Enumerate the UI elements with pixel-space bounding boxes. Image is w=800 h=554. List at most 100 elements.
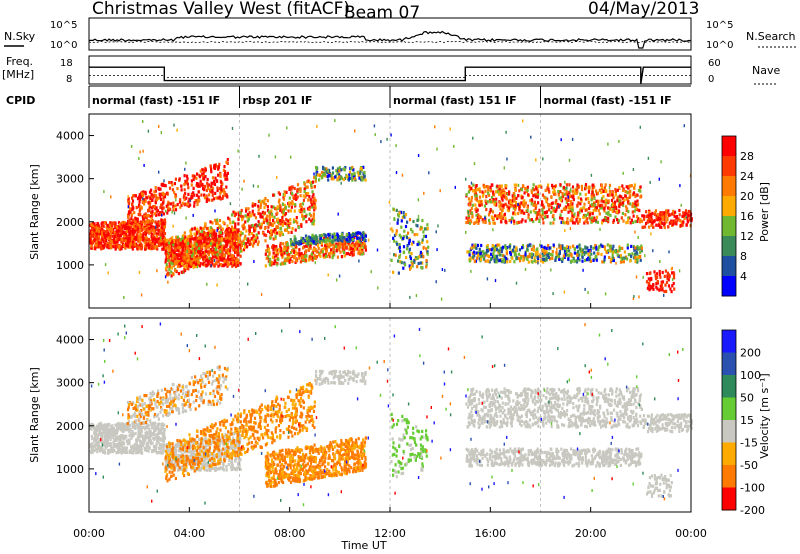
power-cell — [569, 189, 572, 193]
power-cell — [132, 230, 135, 234]
power-cell — [537, 201, 540, 205]
power-cell — [551, 256, 554, 260]
power-cell — [139, 207, 142, 212]
power-cell — [609, 249, 612, 253]
power-cell — [605, 189, 608, 193]
power-cell — [608, 189, 611, 193]
power-cell — [683, 217, 686, 221]
power-cell — [236, 242, 239, 246]
power-cell — [131, 218, 134, 222]
power-cell — [260, 222, 263, 226]
power-cell — [143, 236, 146, 240]
power-cell — [187, 267, 190, 271]
power-cell — [363, 238, 366, 242]
power-cell — [236, 230, 239, 234]
power-cell — [185, 263, 188, 268]
power-cell — [211, 235, 214, 239]
power-cell — [624, 255, 628, 259]
power-cell — [600, 252, 603, 257]
power-cell — [298, 248, 301, 252]
power-cell — [303, 187, 306, 191]
power-cell — [541, 193, 545, 197]
power-cell — [285, 228, 288, 232]
power-cell — [203, 232, 206, 237]
power-cell — [532, 245, 535, 249]
power-cell — [263, 198, 266, 202]
power-cell — [597, 199, 600, 203]
power-cell — [118, 229, 121, 233]
power-cell — [567, 198, 570, 202]
power-cell — [211, 190, 214, 194]
power-cell — [509, 259, 512, 263]
power-cell — [307, 191, 310, 196]
power-cell — [247, 217, 250, 221]
power-cell — [584, 245, 587, 249]
power-cell — [199, 256, 202, 260]
power-cell — [149, 196, 152, 200]
power-cell — [478, 219, 481, 223]
power-cell — [468, 200, 471, 204]
power-cell — [164, 184, 167, 188]
power-cell — [320, 241, 323, 245]
power-cell — [490, 183, 493, 187]
power-cell — [482, 250, 485, 254]
power-cell — [268, 214, 271, 218]
power-cell — [216, 250, 219, 254]
power-cell — [127, 200, 130, 204]
power-cell — [272, 247, 275, 251]
power-cell — [151, 219, 154, 223]
power-cell — [212, 197, 216, 201]
power-cell — [535, 187, 538, 191]
power-cell — [234, 228, 237, 233]
power-cell — [266, 205, 269, 209]
power-cell — [612, 196, 615, 200]
power-cell — [591, 216, 594, 220]
power-cell — [561, 217, 564, 221]
power-cell — [558, 203, 562, 207]
power-cell — [127, 210, 131, 214]
power-cell — [500, 217, 503, 221]
power-cell — [620, 257, 623, 261]
power-cell — [308, 207, 311, 212]
power-cell — [213, 236, 216, 240]
power-cell — [128, 221, 132, 225]
power-cell — [574, 188, 577, 192]
power-cell — [168, 244, 171, 248]
power-cell — [312, 222, 315, 226]
power-cell — [288, 260, 291, 264]
power-cell — [144, 215, 148, 219]
power-cell — [89, 229, 92, 233]
power-cell — [543, 245, 546, 249]
power-cell — [300, 236, 303, 240]
power-cell — [202, 227, 205, 231]
power-cell — [552, 209, 555, 213]
power-cell — [142, 238, 145, 242]
power-cell — [248, 239, 251, 243]
power-cell — [145, 243, 148, 247]
power-cell — [590, 193, 593, 197]
power-cell — [337, 242, 340, 246]
power-cell — [170, 274, 173, 278]
power-cell — [506, 204, 509, 208]
power-cell — [362, 165, 365, 169]
power-cell — [325, 167, 328, 171]
power-cell — [421, 238, 424, 242]
power-cell — [285, 248, 288, 252]
power-cell — [304, 239, 307, 243]
power-cell — [91, 228, 94, 232]
power-cell — [633, 205, 637, 209]
power-cell — [476, 256, 479, 260]
power-cell — [211, 245, 214, 249]
power-cell — [202, 174, 205, 178]
power-cell — [571, 189, 575, 193]
power-cell — [318, 173, 322, 177]
power-cell — [203, 225, 206, 229]
power-cell — [298, 240, 301, 244]
power-cell — [210, 170, 213, 174]
power-cell — [105, 230, 108, 234]
power-cell — [336, 172, 339, 176]
power-cell — [311, 234, 314, 238]
power-cell — [359, 169, 362, 173]
power-cell — [358, 176, 361, 180]
power-cell — [203, 169, 206, 173]
